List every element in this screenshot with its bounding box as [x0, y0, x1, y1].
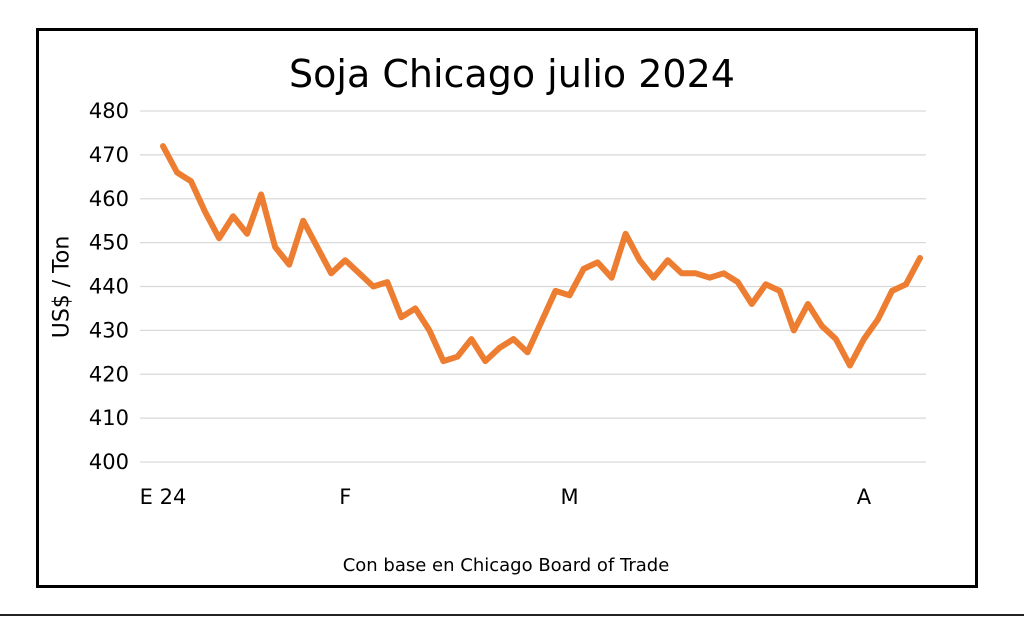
- x-tick-label: M: [560, 485, 578, 509]
- data-point: [344, 259, 346, 261]
- y-tick-label: 480: [89, 99, 129, 123]
- data-point: [667, 259, 669, 261]
- y-tick-labels: 400 410 420 430 440 450 460 470 480: [89, 99, 129, 474]
- data-point: [400, 316, 402, 318]
- data-point: [498, 347, 500, 349]
- data-point: [372, 286, 374, 287]
- data-point: [470, 338, 472, 340]
- y-tick-label: 400: [89, 450, 129, 474]
- x-tick-label: A: [857, 485, 872, 509]
- data-point: [779, 290, 781, 292]
- data-point: [681, 272, 683, 274]
- data-point: [316, 246, 318, 248]
- data-point: [484, 360, 486, 362]
- y-tick-label: 460: [89, 187, 129, 211]
- y-tick-label: 430: [89, 318, 129, 342]
- data-point: [218, 237, 220, 239]
- data-point: [232, 215, 234, 217]
- data-point: [919, 257, 921, 259]
- x-tick-label: E 24: [140, 485, 187, 509]
- data-point: [555, 290, 557, 292]
- data-point: [583, 268, 585, 270]
- data-point: [260, 193, 262, 195]
- data-point: [639, 259, 641, 261]
- data-point: [541, 321, 542, 323]
- chart-frame: [36, 28, 978, 588]
- source-note: Con base en Chicago Board of Trade: [342, 555, 670, 576]
- data-point: [204, 211, 206, 213]
- data-point: [569, 294, 571, 296]
- gridlines: [140, 110, 926, 463]
- data-point: [526, 351, 528, 353]
- data-point: [176, 171, 178, 173]
- data-point: [512, 338, 514, 340]
- data-point: [723, 272, 725, 274]
- data-point: [863, 338, 865, 340]
- data-point: [386, 281, 388, 283]
- data-point: [625, 233, 627, 235]
- data-point: [737, 281, 739, 283]
- data-point: [414, 307, 416, 309]
- chart-title: Soja Chicago julio 2024: [289, 52, 735, 96]
- data-point: [821, 325, 823, 327]
- data-point: [709, 277, 711, 279]
- x-tick-label: F: [339, 485, 351, 509]
- data-point: [905, 283, 907, 285]
- data-point: [162, 145, 164, 147]
- data-point: [849, 364, 851, 366]
- data-point: [793, 329, 795, 331]
- x-tick-labels: E 24FMAM: [140, 485, 872, 509]
- data-point: [695, 272, 697, 274]
- data-point: [288, 264, 290, 266]
- data-point: [456, 356, 458, 358]
- y-tick-label: 450: [89, 231, 129, 255]
- data-point: [765, 283, 767, 285]
- data-point: [274, 246, 276, 248]
- data-point: [653, 277, 655, 279]
- data-point: [877, 318, 879, 320]
- y-tick-label: 420: [89, 362, 129, 386]
- data-point: [246, 233, 248, 235]
- y-tick-label: 440: [89, 275, 129, 299]
- data-point: [597, 261, 599, 263]
- series-line-0: [160, 143, 923, 369]
- data-point: [428, 329, 430, 331]
- data-point: [442, 360, 444, 362]
- data-point: [835, 338, 837, 340]
- series-layer: [160, 143, 923, 369]
- data-point: [330, 272, 332, 274]
- data-point: [611, 277, 613, 279]
- data-point: [190, 180, 192, 182]
- data-point: [807, 303, 809, 305]
- data-point: [302, 220, 304, 222]
- data-point: [751, 303, 753, 305]
- data-point: [358, 272, 360, 274]
- page-bottom-rule: [0, 614, 1024, 616]
- data-point: [891, 290, 893, 292]
- y-tick-label: 470: [89, 143, 129, 167]
- y-tick-label: 410: [89, 406, 129, 430]
